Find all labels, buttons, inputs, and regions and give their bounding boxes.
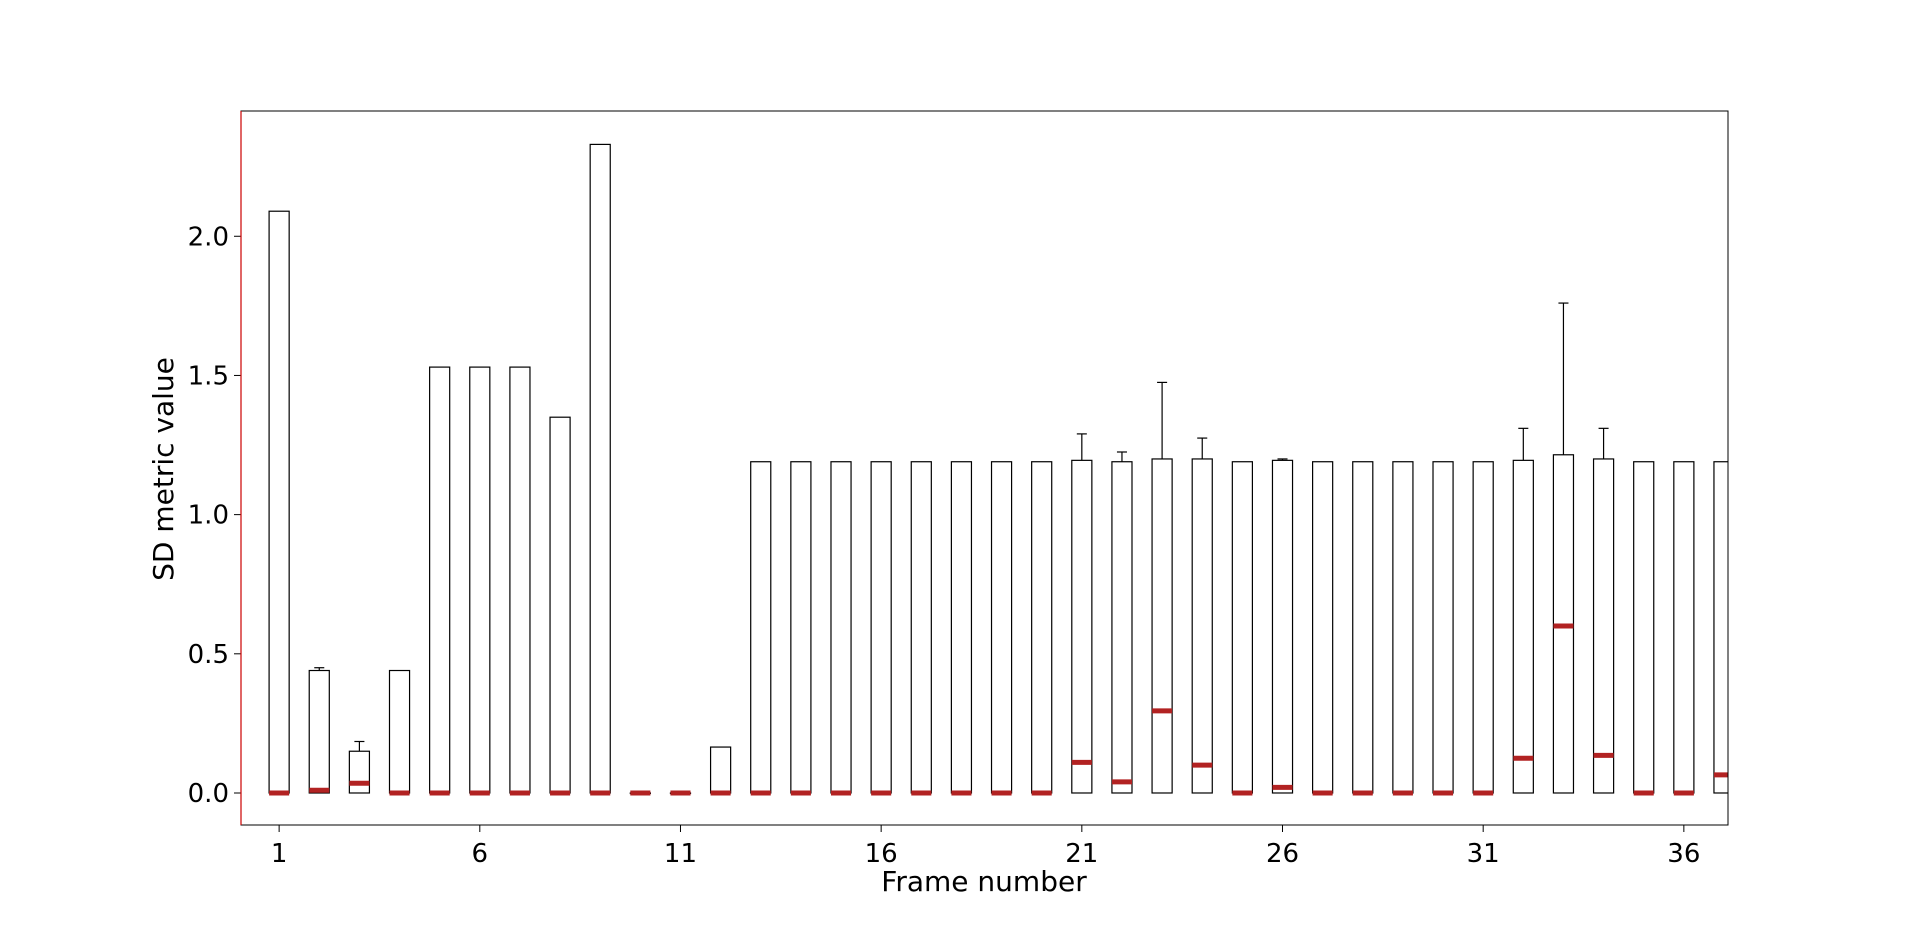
x-axis-ticks: 1 6 11 16 21 26 31 36 <box>271 825 1700 869</box>
box-frame-15 <box>830 461 852 796</box>
box-frame-17 <box>910 461 932 796</box>
box <box>750 461 772 794</box>
box <box>1031 461 1053 794</box>
box-frame-35 <box>1633 461 1655 796</box>
box-frame-8 <box>549 416 571 796</box>
x-tick-label: 21 <box>1065 839 1098 869</box>
box-frame-4 <box>388 669 411 796</box>
box <box>348 750 371 794</box>
box-frame-20 <box>1031 461 1053 796</box>
box-frame-13 <box>750 461 772 796</box>
box-frame-32 <box>1512 427 1534 794</box>
y-tick-label: 0.0 <box>188 779 229 809</box>
box-frame-18 <box>950 461 973 796</box>
x-tick-label: 11 <box>664 839 697 869</box>
box-frame-21 <box>1071 433 1093 794</box>
x-tick-label: 36 <box>1667 839 1700 869</box>
x-tick-label: 31 <box>1467 839 1500 869</box>
box <box>388 669 411 794</box>
x-axis-label: Frame number <box>881 865 1087 898</box>
box-frame-24 <box>1191 437 1213 794</box>
box-frame-22 <box>1111 451 1133 794</box>
box-frame-34 <box>1592 427 1615 794</box>
box <box>1392 461 1414 794</box>
x-tick-label: 6 <box>472 839 489 869</box>
box <box>1512 459 1534 794</box>
box-frame-11 <box>669 790 692 796</box>
box-frame-37 <box>1713 461 1728 794</box>
box-frame-27 <box>1312 461 1334 796</box>
y-tick-label: 1.0 <box>188 501 229 531</box>
box <box>990 461 1013 794</box>
box <box>268 210 290 794</box>
box-frame-29 <box>1392 461 1414 796</box>
box <box>509 366 531 794</box>
box-frame-6 <box>469 366 491 796</box>
box <box>308 669 330 794</box>
box-frame-12 <box>709 746 732 796</box>
box-frame-19 <box>990 461 1013 796</box>
box <box>709 746 732 794</box>
plot-marks <box>268 143 1728 796</box>
box-frame-14 <box>790 461 812 796</box>
box-frame-28 <box>1352 461 1374 796</box>
box <box>870 461 892 794</box>
box-frame-10 <box>629 790 651 796</box>
box <box>429 366 451 794</box>
box-frame-23 <box>1151 381 1173 794</box>
box <box>1191 458 1213 794</box>
box <box>950 461 973 794</box>
plot-frame <box>240 110 1729 826</box>
box <box>549 416 571 794</box>
box <box>1271 459 1294 794</box>
box <box>1071 459 1093 794</box>
box <box>1231 461 1254 794</box>
box <box>1633 461 1655 794</box>
y-tick-label: 0.5 <box>188 640 229 670</box>
box <box>1111 461 1133 794</box>
box <box>1592 458 1615 794</box>
box <box>830 461 852 794</box>
box <box>1151 458 1173 794</box>
box-frame-30 <box>1432 461 1454 796</box>
box-frame-36 <box>1673 461 1695 796</box>
box-frame-2 <box>308 667 330 794</box>
y-axis-label: SD metric value <box>147 357 180 581</box>
box <box>1673 461 1695 794</box>
x-tick-label: 1 <box>271 839 288 869</box>
box <box>1432 461 1454 794</box>
box-frame-1 <box>268 210 290 796</box>
y-tick-label: 2.0 <box>188 222 229 252</box>
box-frame-5 <box>429 366 451 796</box>
box <box>1312 461 1334 794</box>
box <box>910 461 932 794</box>
box-frame-16 <box>870 461 892 796</box>
box <box>1713 461 1728 794</box>
box-frame-3 <box>348 740 371 794</box>
x-tick-label: 16 <box>865 839 898 869</box>
box <box>469 366 491 794</box>
box-frame-9 <box>589 143 611 796</box>
box-frame-33 <box>1552 302 1575 794</box>
box <box>790 461 812 794</box>
y-tick-label: 1.5 <box>188 361 229 391</box>
box <box>1352 461 1374 794</box>
box <box>1472 461 1494 794</box>
box <box>589 143 611 794</box>
box-frame-26 <box>1271 458 1294 794</box>
box-frame-25 <box>1231 461 1254 796</box>
box-frame-7 <box>509 366 531 796</box>
x-tick-label: 26 <box>1266 839 1299 869</box>
box-frame-31 <box>1472 461 1494 796</box>
y-axis-ticks: 0.0 0.5 1.0 1.5 2.0 <box>188 222 241 809</box>
